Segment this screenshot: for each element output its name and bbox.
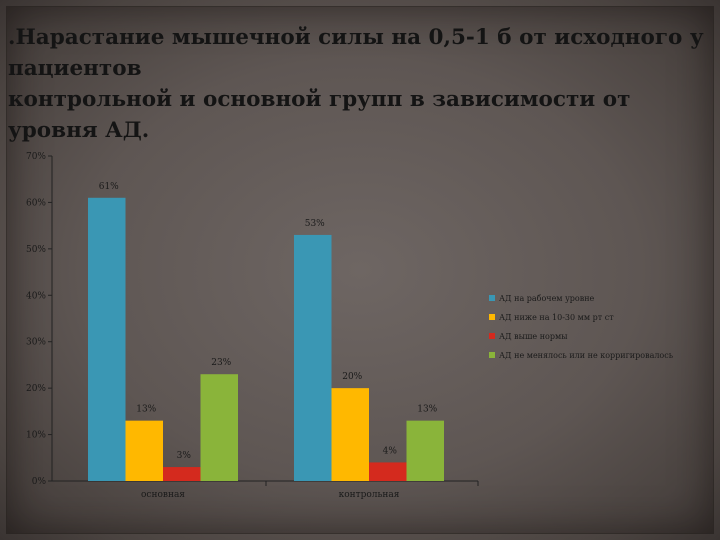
category-label: контрольная — [339, 490, 400, 500]
bar-1-2 — [294, 234, 332, 481]
y-tick-label: 60% — [26, 198, 46, 208]
y-tick-label: 50% — [26, 245, 46, 255]
data-label: 23% — [211, 358, 231, 368]
data-label: 13% — [417, 405, 437, 415]
bar-3-2 — [369, 462, 407, 481]
y-tick-label: 10% — [26, 431, 46, 441]
data-label: 3% — [177, 451, 192, 461]
slide-frame — [6, 6, 714, 534]
slide-title: .Нарастание мышечной силы на 0,5-1 б от … — [8, 25, 704, 143]
y-tick-label: 30% — [26, 338, 46, 348]
bar-2-2 — [331, 388, 369, 481]
data-label: 4% — [383, 446, 398, 456]
y-tick-label: 20% — [26, 384, 46, 394]
data-label: 13% — [136, 405, 156, 415]
legend-swatch — [489, 352, 495, 358]
data-label: 53% — [305, 219, 325, 229]
bar-4-1 — [200, 374, 238, 481]
legend-label: АД не менялось или не корригировалось — [499, 351, 674, 360]
bar-1-1 — [88, 197, 126, 482]
legend-swatch — [489, 333, 495, 339]
bar-3-1 — [163, 467, 201, 481]
y-tick-label: 40% — [26, 291, 46, 301]
data-label: 20% — [342, 372, 362, 382]
bar-2-1 — [125, 420, 163, 481]
category-label: основная — [141, 490, 185, 500]
legend-swatch — [489, 295, 495, 301]
y-tick-label: 0% — [32, 477, 47, 487]
data-label: 61% — [99, 182, 119, 192]
legend-label: АД ниже на 10-30 мм рт ст — [499, 313, 614, 322]
legend-label: АД выше нормы — [499, 332, 568, 341]
bar-4-2 — [406, 420, 444, 481]
legend-swatch — [489, 314, 495, 320]
y-tick-label: 70% — [26, 152, 46, 162]
legend-label: АД на рабочем уровне — [499, 294, 595, 303]
